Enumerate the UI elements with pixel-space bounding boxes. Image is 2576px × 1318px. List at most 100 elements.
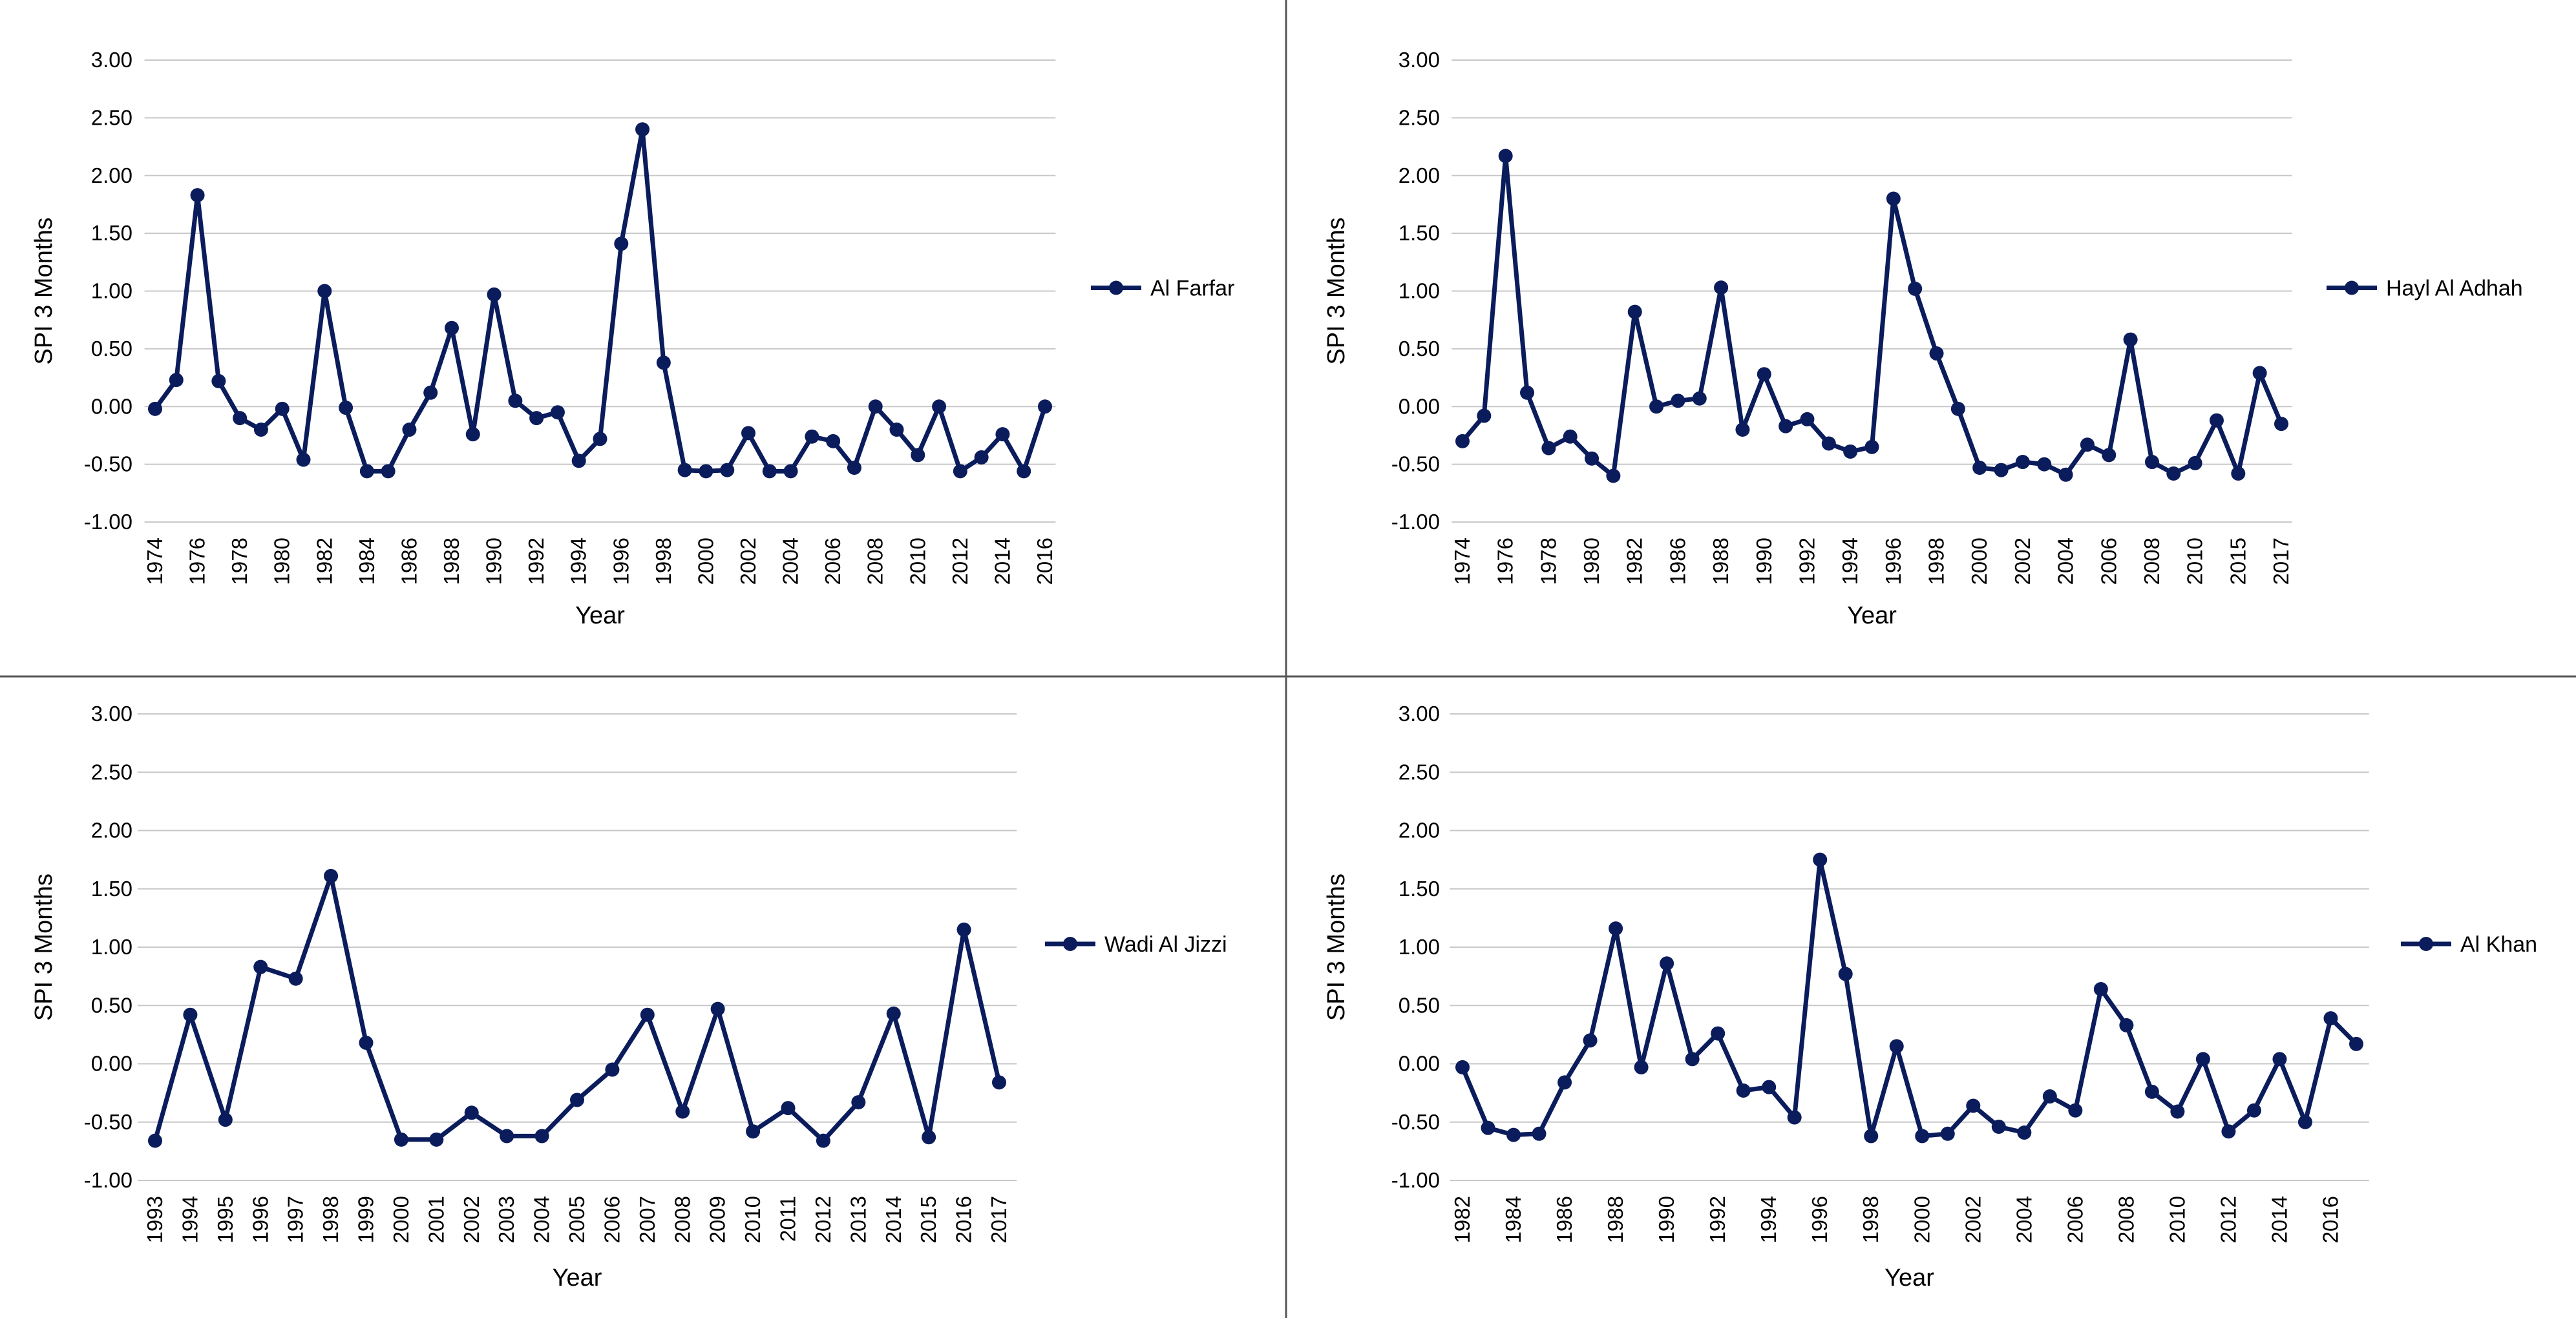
data-point [1889,1039,1904,1054]
y-tick-label: 2.00 [1399,163,1440,187]
data-point [605,1062,620,1077]
x-tick-label: 1998 [1925,538,1948,585]
x-tick-label: 1996 [248,1196,272,1243]
x-tick-label: 1982 [1623,538,1647,585]
y-tick-label: 2.50 [1399,105,1440,129]
y-tick-label: 3.00 [91,48,132,72]
data-point [570,1093,584,1107]
data-point [1563,429,1578,444]
x-tick-label: 1988 [439,538,463,585]
data-point [1671,393,1685,408]
data-point [1779,419,1793,434]
y-tick-label: 0.00 [91,1052,132,1076]
x-tick-label: 2005 [565,1196,589,1243]
data-point [1627,304,1642,319]
y-tick-label: 2.00 [1399,819,1440,842]
data-point [2080,437,2095,452]
x-tick-label: 1984 [1501,1196,1525,1243]
x-tick-label: 1993 [143,1196,167,1243]
x-tick-label: 1996 [1881,538,1905,585]
y-tick-label: -0.50 [84,452,132,476]
data-point [1994,463,2009,477]
y-tick-label: 0.00 [1399,1052,1440,1076]
y-tick-label: 2.50 [1399,760,1440,784]
x-tick-label: 1976 [1494,538,1517,585]
data-point [1692,391,1707,406]
data-point [402,423,417,437]
data-point [190,188,205,203]
x-tick-label: 1978 [227,538,251,585]
x-tick-label: 2002 [736,538,760,585]
data-point [500,1129,514,1144]
x-tick-label: 1998 [651,538,675,585]
data-point [288,971,303,986]
legend-marker [1063,937,1077,951]
data-point [1714,280,1729,295]
data-point [465,427,480,442]
x-tick-label: 2004 [779,538,803,585]
x-tick-label: 2008 [670,1196,694,1243]
data-point [1787,1110,1802,1125]
data-point [1908,281,1923,296]
data-point [1838,967,1853,981]
data-point [339,401,354,415]
data-point [2274,417,2288,432]
data-point [2144,455,2159,470]
x-tick-label: 2013 [846,1196,870,1243]
x-tick-label: 2011 [776,1196,800,1242]
data-point [1915,1129,1930,1144]
x-tick-label: 2014 [990,538,1014,585]
data-point [710,1001,725,1016]
data-point [656,355,671,370]
chart-panel-top-left: 3.00 2.50 2.00 1.50 1.00 0.50 0.00 -0.50 -1.00 19… [30,48,1234,629]
x-tick-label: 2001 [424,1196,448,1243]
x-tick-label: 2004 [2012,1196,2036,1243]
data-point [2272,1052,2287,1067]
x-tick-label: 1992 [1795,538,1819,585]
x-axis-title: Year [1847,602,1897,629]
data-point [1506,1127,1521,1142]
data-point [1606,468,1621,483]
data-point [1583,1033,1598,1048]
y-tick-label: -1.00 [84,1168,132,1192]
y-tick-label: 1.00 [91,935,132,959]
data-point [1532,1126,1547,1141]
data-point [911,448,925,463]
data-point [253,423,268,437]
data-point [805,429,819,444]
data-point [394,1132,408,1147]
x-tick-label: 1988 [1709,538,1733,585]
data-point [886,1006,901,1021]
x-tick-label: 1990 [1752,538,1776,585]
data-point [464,1105,479,1120]
data-point [253,959,268,974]
data-point [974,450,989,465]
y-tick-label: 2.00 [91,163,132,187]
y-axis-title: SPI 3 Months [1323,217,1350,364]
y-tick-label: -1.00 [1391,1168,1440,1192]
data-point [317,284,332,298]
data-point [953,464,967,479]
x-tick-label: 2008 [2140,538,2164,585]
x-tick-label: 1996 [1808,1196,1832,1243]
data-point [2068,1103,2083,1118]
data-point [233,411,248,426]
x-tick-label: 2014 [882,1196,905,1243]
y-axis-title: SPI 3 Months [30,217,58,364]
x-tick-label: 1994 [1757,1196,1780,1243]
x-tick-label: 2000 [1967,538,1991,585]
legend-label: Hayl Al Adhah [2386,277,2523,301]
data-point [534,1129,549,1144]
chart-panel-bottom-left: 3.00 2.50 2.00 1.50 1.00 0.50 0.00 -0.50 -1.00 19… [30,702,1227,1292]
data-point [2323,1011,2338,1026]
data-point [148,1133,162,1148]
data-point [2246,1103,2261,1118]
y-tick-label: -0.50 [1391,452,1440,476]
x-tick-label: 1976 [185,538,209,585]
data-point [762,464,777,479]
x-tick-label: 2010 [2183,538,2207,585]
data-point [2017,1125,2032,1140]
x-tick-label: 1998 [1859,1196,1883,1243]
data-point [1660,956,1674,971]
